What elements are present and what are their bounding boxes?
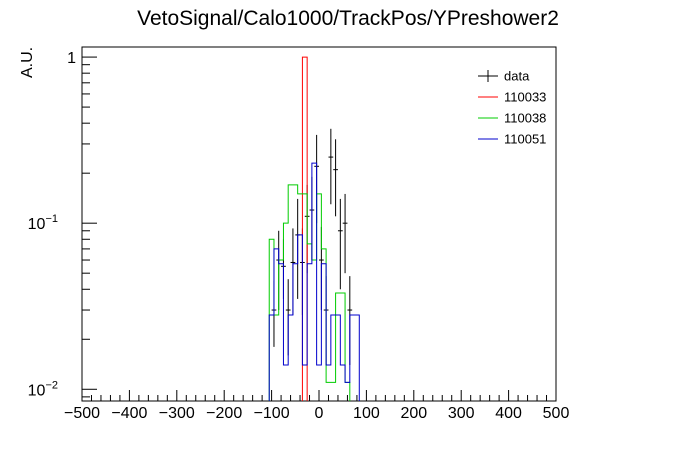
legend-label-data: data: [504, 69, 530, 84]
y-axis: 1 10−1 10−2: [28, 50, 97, 399]
chart-title: VetoSignal/Calo1000/TrackPos/YPreshower2: [137, 7, 559, 30]
x-tick-label: −100: [254, 405, 290, 422]
plot-frame: [81, 46, 557, 402]
y-tick-label: 10−1: [28, 213, 58, 233]
x-tick-label: 500: [543, 405, 570, 422]
y-tick-label: 10−2: [28, 379, 58, 399]
x-tick-label: 300: [448, 405, 475, 422]
x-tick-label: −400: [111, 405, 147, 422]
x-tick-label: −200: [206, 405, 242, 422]
series-110033: [301, 56, 308, 401]
y-axis-label: A.U.: [19, 47, 36, 78]
x-axis: −500 −400 −300 −200 −100 0 100 200 300 400 500: [64, 390, 569, 422]
series-110038: [268, 184, 351, 401]
legend: data 110033 110038 110051: [478, 69, 546, 147]
legend-label-110038: 110038: [504, 111, 546, 126]
series-layer: [268, 56, 360, 401]
x-tick-label: −500: [64, 405, 100, 422]
legend-label-110033: 110033: [504, 90, 546, 105]
legend-label-110051: 110051: [504, 132, 546, 147]
x-tick-label: 100: [353, 405, 380, 422]
y-tick-label: 1: [67, 50, 76, 67]
x-tick-label: −300: [159, 405, 195, 422]
x-tick-label: 400: [495, 405, 522, 422]
x-tick-label: 200: [400, 405, 427, 422]
x-tick-label: 0: [315, 405, 324, 422]
series-110051: [268, 162, 360, 401]
